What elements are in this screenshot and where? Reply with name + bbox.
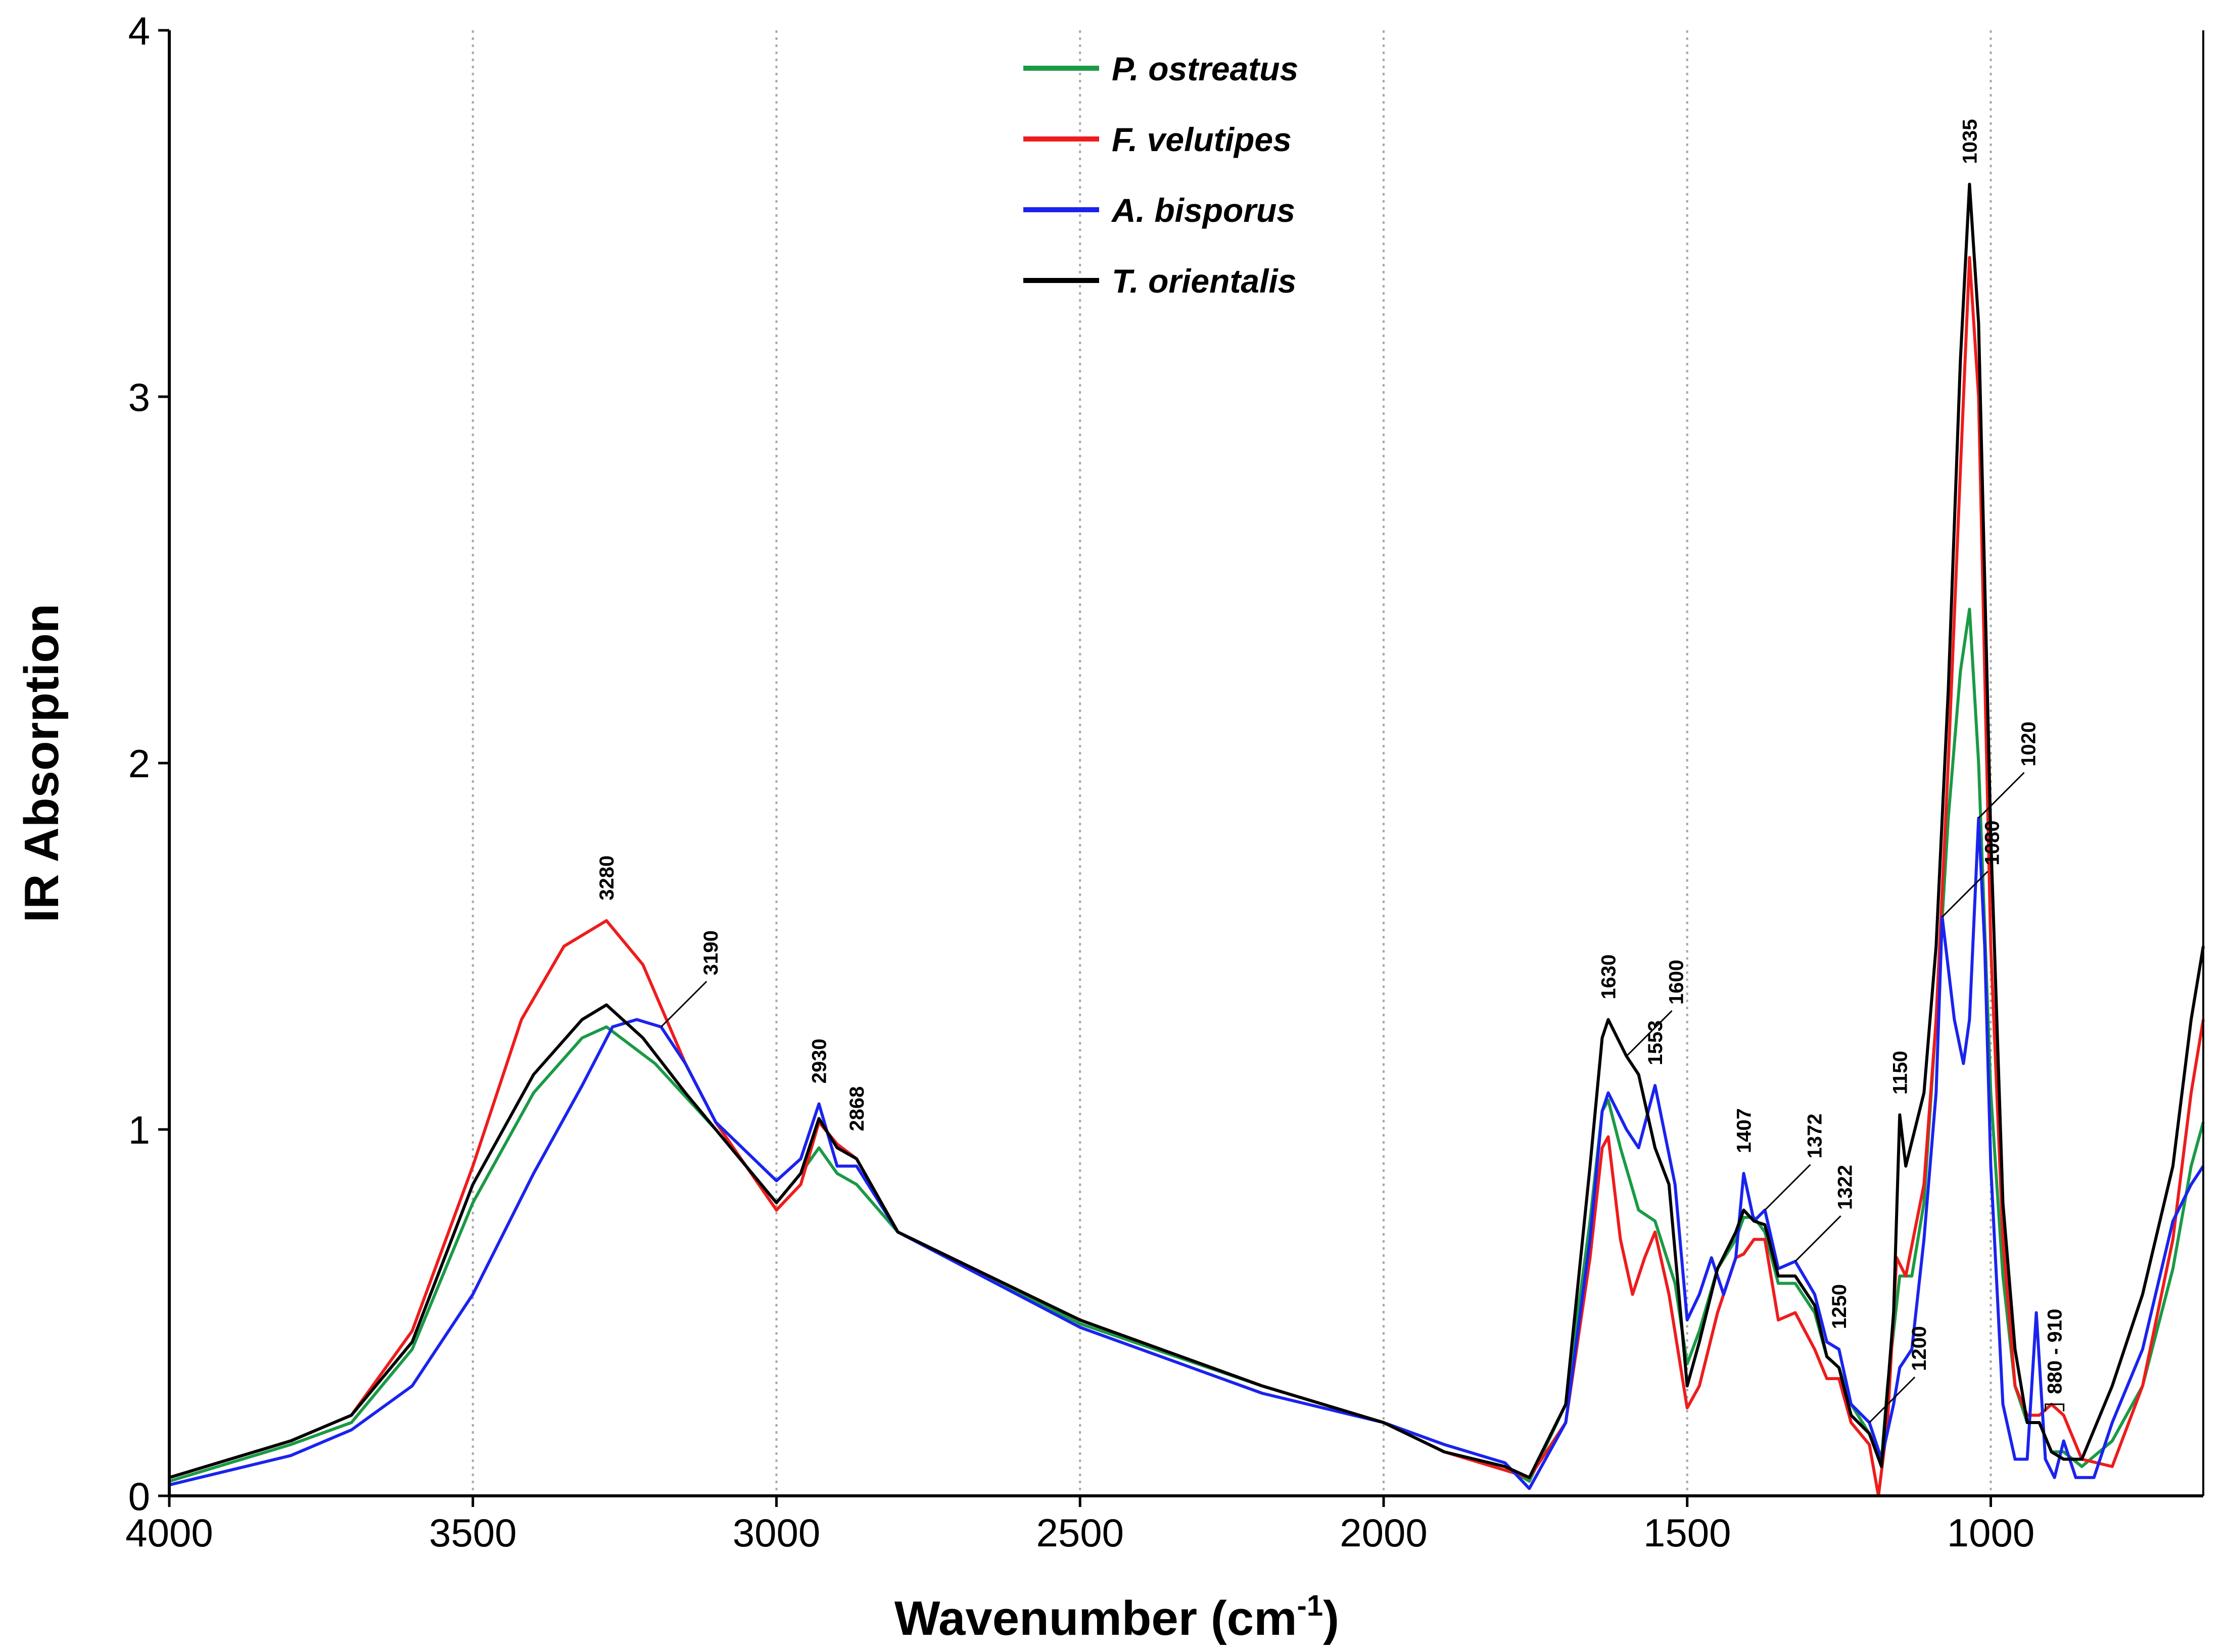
series-lines bbox=[169, 182, 2205, 1497]
annotation-label-1150: 1150 bbox=[1889, 1051, 1911, 1095]
annotation-label-1600: 1600 bbox=[1666, 960, 1688, 1005]
annotation-label-2930: 2930 bbox=[809, 1039, 831, 1083]
annotation-bracket-16 bbox=[2045, 1403, 2065, 1411]
annotation-label-1200: 1200 bbox=[1908, 1326, 1930, 1371]
annotation-leader-13 bbox=[1942, 871, 1989, 918]
x-tick-label-3000: 3000 bbox=[733, 1511, 821, 1555]
x-tick-label-1500: 1500 bbox=[1643, 1511, 1731, 1555]
x-axis-title-main: Wavenumber (cm bbox=[894, 1591, 1297, 1645]
annotation-label-3190: 3190 bbox=[700, 930, 722, 975]
annotation-label-3280: 3280 bbox=[596, 856, 618, 901]
annotation-leader-11 bbox=[1869, 1376, 1916, 1424]
x-tick-label-2500: 2500 bbox=[1036, 1511, 1124, 1555]
annotation-label-1322: 1322 bbox=[1834, 1165, 1857, 1210]
annotation-label-1080: 1080 bbox=[1981, 821, 2003, 866]
y-tick-label-3: 3 bbox=[128, 375, 150, 419]
y-tick-label-2: 2 bbox=[128, 741, 150, 786]
series-line-2 bbox=[169, 816, 2205, 1490]
x-tick-label-1000: 1000 bbox=[1947, 1511, 2035, 1555]
x-tick-label-4000: 4000 bbox=[125, 1511, 213, 1555]
annotation-leader-15 bbox=[1978, 772, 2025, 819]
legend: P. ostreatus F. velutipes A. bisporus T. or… bbox=[1023, 50, 1298, 300]
x-axis-title-superscript: -1 bbox=[1297, 1589, 1323, 1622]
annotation-leader-9 bbox=[1794, 1215, 1841, 1262]
peak-annotations: 3280 3190 2930 2868 1630 1600 1553 1407 1372 1322… bbox=[596, 119, 2066, 1424]
annotation-label-1250: 1250 bbox=[1828, 1284, 1851, 1329]
legend-label-0: P. ostreatus bbox=[1112, 50, 1298, 87]
x-tick-label-2000: 2000 bbox=[1340, 1511, 1428, 1555]
legend-label-1: F. velutipes bbox=[1112, 121, 1292, 158]
axes: 4000 3500 3000 2500 2000 1500 1000 0 1 2 3 4 bbox=[125, 9, 2204, 1555]
series-line-3 bbox=[169, 182, 2205, 1479]
legend-label-3: T. orientalis bbox=[1112, 262, 1297, 300]
annotation-label-880-910: 880 - 910 bbox=[2044, 1309, 2066, 1394]
annotation-leader-8 bbox=[1764, 1164, 1811, 1211]
x-tick-label-3500: 3500 bbox=[429, 1511, 517, 1555]
y-axis-title: IR Absorption bbox=[15, 603, 69, 922]
annotation-label-1407: 1407 bbox=[1733, 1108, 1755, 1153]
y-tick-label-1: 1 bbox=[128, 1108, 150, 1152]
annotation-label-1020: 1020 bbox=[2017, 722, 2040, 767]
x-axis-title: Wavenumber (cm-1) bbox=[894, 1589, 1339, 1645]
annotation-label-1372: 1372 bbox=[1804, 1114, 1826, 1159]
annotation-label-1630: 1630 bbox=[1598, 955, 1620, 1000]
annotation-label-2868: 2868 bbox=[846, 1087, 868, 1131]
y-tick-label-4: 4 bbox=[128, 9, 150, 53]
y-tick-label-0: 0 bbox=[128, 1474, 150, 1519]
annotation-leader-5 bbox=[1626, 1010, 1673, 1057]
x-axis-title-close: ) bbox=[1323, 1591, 1339, 1645]
annotation-label-1035: 1035 bbox=[1959, 119, 1981, 164]
annotation-label-1553: 1553 bbox=[1644, 1020, 1667, 1065]
series-line-1 bbox=[169, 256, 2205, 1497]
annotation-leader-1 bbox=[660, 980, 707, 1028]
legend-label-2: A. bisporus bbox=[1111, 192, 1295, 229]
